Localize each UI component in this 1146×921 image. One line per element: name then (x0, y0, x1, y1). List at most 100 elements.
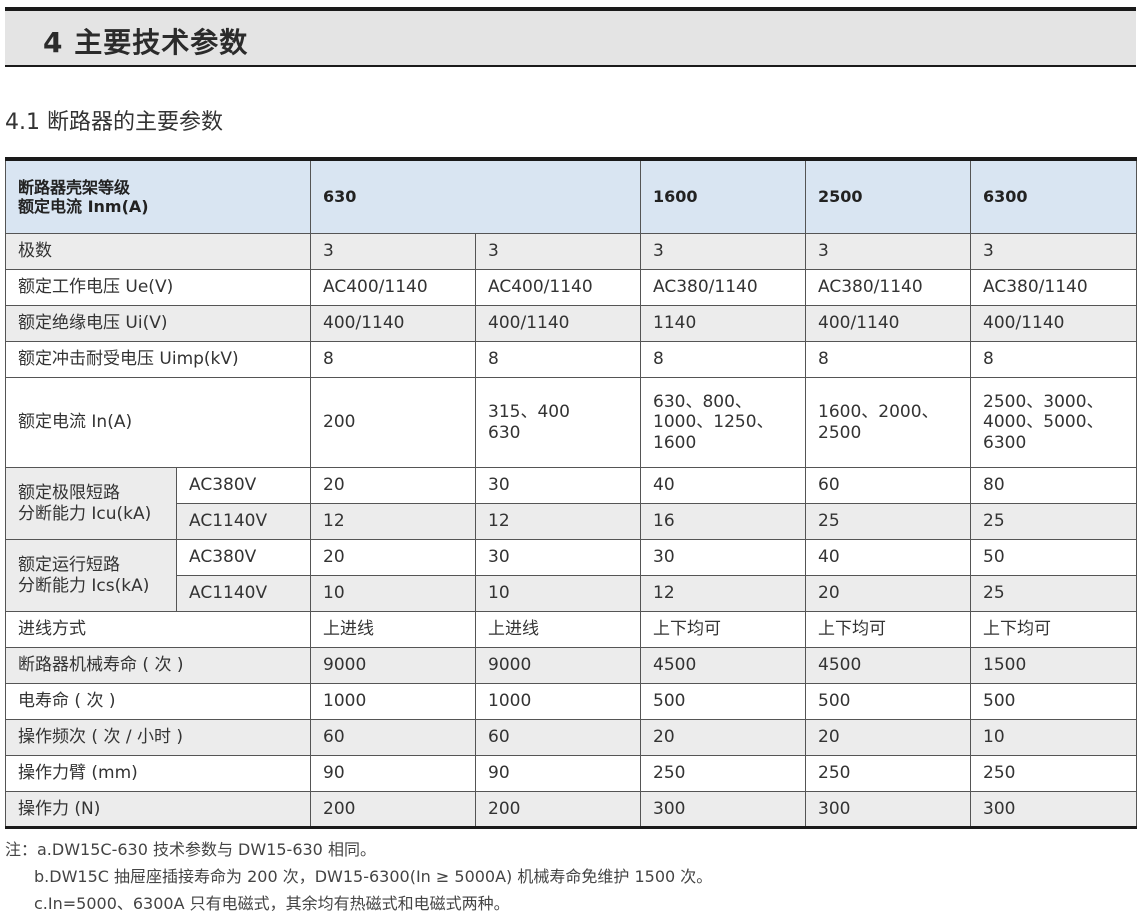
table-cell: 20 (805, 719, 972, 756)
table-cell: 300 (805, 791, 972, 828)
table-cell: 20 (310, 467, 477, 504)
table-cell: 上进线 (310, 611, 477, 648)
table-row: 极数 3 3 3 3 3 (4, 233, 1138, 270)
table-cell: 60 (805, 467, 972, 504)
table-cell: 500 (640, 683, 807, 720)
row-group-label-icu: 额定极限短路 分断能力 Icu(kA) (5, 467, 177, 540)
cell-line: 1600 (653, 432, 697, 453)
table-cell: 1600、2000、 2500 (805, 377, 972, 468)
cell-line: 1600、2000、 (818, 402, 939, 423)
table-cell: 3 (970, 233, 1138, 270)
table-row: 断路器机械寿命 ( 次 ) 9000 9000 4500 4500 1500 (4, 647, 1138, 684)
table-cell: AC400/1140 (310, 269, 477, 306)
table-cell: 90 (310, 755, 477, 792)
table-cell: 20 (805, 575, 972, 612)
table-row: 操作力臂 (mm) 90 90 250 250 250 (4, 755, 1138, 792)
row-label: 断路器机械寿命 ( 次 ) (4, 647, 312, 684)
table-row: 额定电流 In(A) 200 315、400 630 630、800、 1000… (4, 377, 1138, 468)
table-cell: 4500 (805, 647, 972, 684)
table-cell: 上下均可 (640, 611, 807, 648)
table-cell: 4500 (640, 647, 807, 684)
table-cell: 10 (970, 719, 1138, 756)
cell-line: 2500 (818, 422, 862, 443)
group-label-line1: 额定极限短路 (18, 483, 120, 504)
row-label: 额定绝缘电压 Ui(V) (4, 305, 312, 342)
table-cell: 12 (310, 503, 477, 540)
table-row: 操作频次 ( 次 / 小时 ) 60 60 20 20 10 (4, 719, 1138, 756)
table-cell: 400/1140 (310, 305, 477, 342)
cell-line: 315、400 (488, 402, 570, 423)
table-cell: 3 (640, 233, 807, 270)
footnote-b: b.DW15C 抽屉座插接寿命为 200 次，DW15-6300(In ≥ 50… (34, 867, 713, 886)
table-cell: 30 (475, 467, 642, 504)
table-cell: 40 (640, 467, 807, 504)
table-cell: 60 (310, 719, 477, 756)
header-label-cell: 断路器壳架等级 额定电流 Inm(A) (4, 158, 312, 234)
breaker-parameters-table: 断路器壳架等级 额定电流 Inm(A) 630 1600 2500 6300 极… (4, 157, 1138, 829)
row-label: 电寿命 ( 次 ) (4, 683, 312, 720)
table-row: 额定运行短路 分断能力 Ics(kA) AC380V 20 30 30 40 5… (5, 539, 1138, 612)
table-cell: 2500、3000、 4000、5000、 6300 (970, 377, 1138, 468)
table-row: 额定绝缘电压 Ui(V) 400/1140 400/1140 1140 400/… (4, 305, 1138, 342)
header-frame-1600: 1600 (640, 158, 807, 234)
table-cell: 上下均可 (970, 611, 1138, 648)
table-row: AC1140V 10 10 12 20 25 (6, 575, 1138, 612)
table-cell: 80 (970, 467, 1138, 504)
footnotes: 注：a.DW15C-630 技术参数与 DW15-630 相同。 b.DW15C… (5, 836, 712, 917)
header-frame-6300: 6300 (970, 158, 1138, 234)
table-cell: 20 (640, 719, 807, 756)
row-label: 极数 (4, 233, 312, 270)
table-cell: 315、400 630 (475, 377, 642, 468)
table-row: 操作力 (N) 200 200 300 300 300 (4, 791, 1138, 828)
table-cell: 200 (310, 791, 477, 828)
table-cell: AC400/1140 (475, 269, 642, 306)
table-cell: 12 (640, 575, 807, 612)
group-label-line1: 额定运行短路 (18, 555, 120, 576)
table-cell: AC380/1140 (805, 269, 972, 306)
table-cell: 8 (310, 341, 477, 378)
table-cell: 400/1140 (970, 305, 1138, 342)
cell-line: 200 (323, 412, 356, 433)
table-cell: 1140 (640, 305, 807, 342)
table-cell: 1500 (970, 647, 1138, 684)
table-cell: 500 (970, 683, 1138, 720)
group-label-line2: 分断能力 Ics(kA) (18, 575, 150, 596)
sub-row-label: AC380V (175, 539, 312, 576)
table-row: 电寿命 ( 次 ) 1000 1000 500 500 500 (4, 683, 1138, 720)
table-cell: 10 (475, 575, 642, 612)
table-cell: 16 (640, 503, 807, 540)
row-label: 进线方式 (4, 611, 312, 648)
table-cell: 25 (805, 503, 972, 540)
table-cell: 90 (475, 755, 642, 792)
header-label-line1: 断路器壳架等级 (18, 177, 131, 197)
sub-row-label: AC1140V (175, 503, 312, 540)
table-cell: 上下均可 (805, 611, 972, 648)
table-cell: 9000 (475, 647, 642, 684)
table-cell: 3 (475, 233, 642, 270)
table-row: 进线方式 上进线 上进线 上下均可 上下均可 上下均可 (4, 611, 1138, 648)
row-label: 额定工作电压 Ue(V) (4, 269, 312, 306)
table-cell: 上进线 (475, 611, 642, 648)
footnote-a: 注：a.DW15C-630 技术参数与 DW15-630 相同。 (5, 840, 376, 859)
table-cell: 200 (310, 377, 477, 468)
table-cell: 3 (310, 233, 477, 270)
table-header-row: 断路器壳架等级 额定电流 Inm(A) 630 1600 2500 6300 (4, 158, 1138, 234)
table-cell: 250 (640, 755, 807, 792)
table-cell: 400/1140 (805, 305, 972, 342)
table-cell: 1000 (310, 683, 477, 720)
table-cell: 30 (640, 539, 807, 576)
table-cell: 8 (640, 341, 807, 378)
row-label: 额定电流 In(A) (4, 377, 312, 468)
cell-line: 2500、3000、 (983, 391, 1104, 412)
table-cell: 1000 (475, 683, 642, 720)
sub-row-label: AC1140V (175, 575, 312, 612)
table-cell: 25 (970, 503, 1138, 540)
table-cell: 60 (475, 719, 642, 756)
cell-line: 630 (488, 422, 521, 443)
header-frame-2500: 2500 (805, 158, 972, 234)
table-cell: 25 (970, 575, 1138, 612)
footnote-c: c.In=5000、6300A 只有电磁式，其余均有热磁式和电磁式两种。 (34, 894, 510, 913)
row-label: 操作力臂 (mm) (4, 755, 312, 792)
table-row: 额定极限短路 分断能力 Icu(kA) AC380V 20 30 40 60 8… (5, 467, 1138, 540)
table-cell: 630、800、 1000、1250、 1600 (640, 377, 807, 468)
